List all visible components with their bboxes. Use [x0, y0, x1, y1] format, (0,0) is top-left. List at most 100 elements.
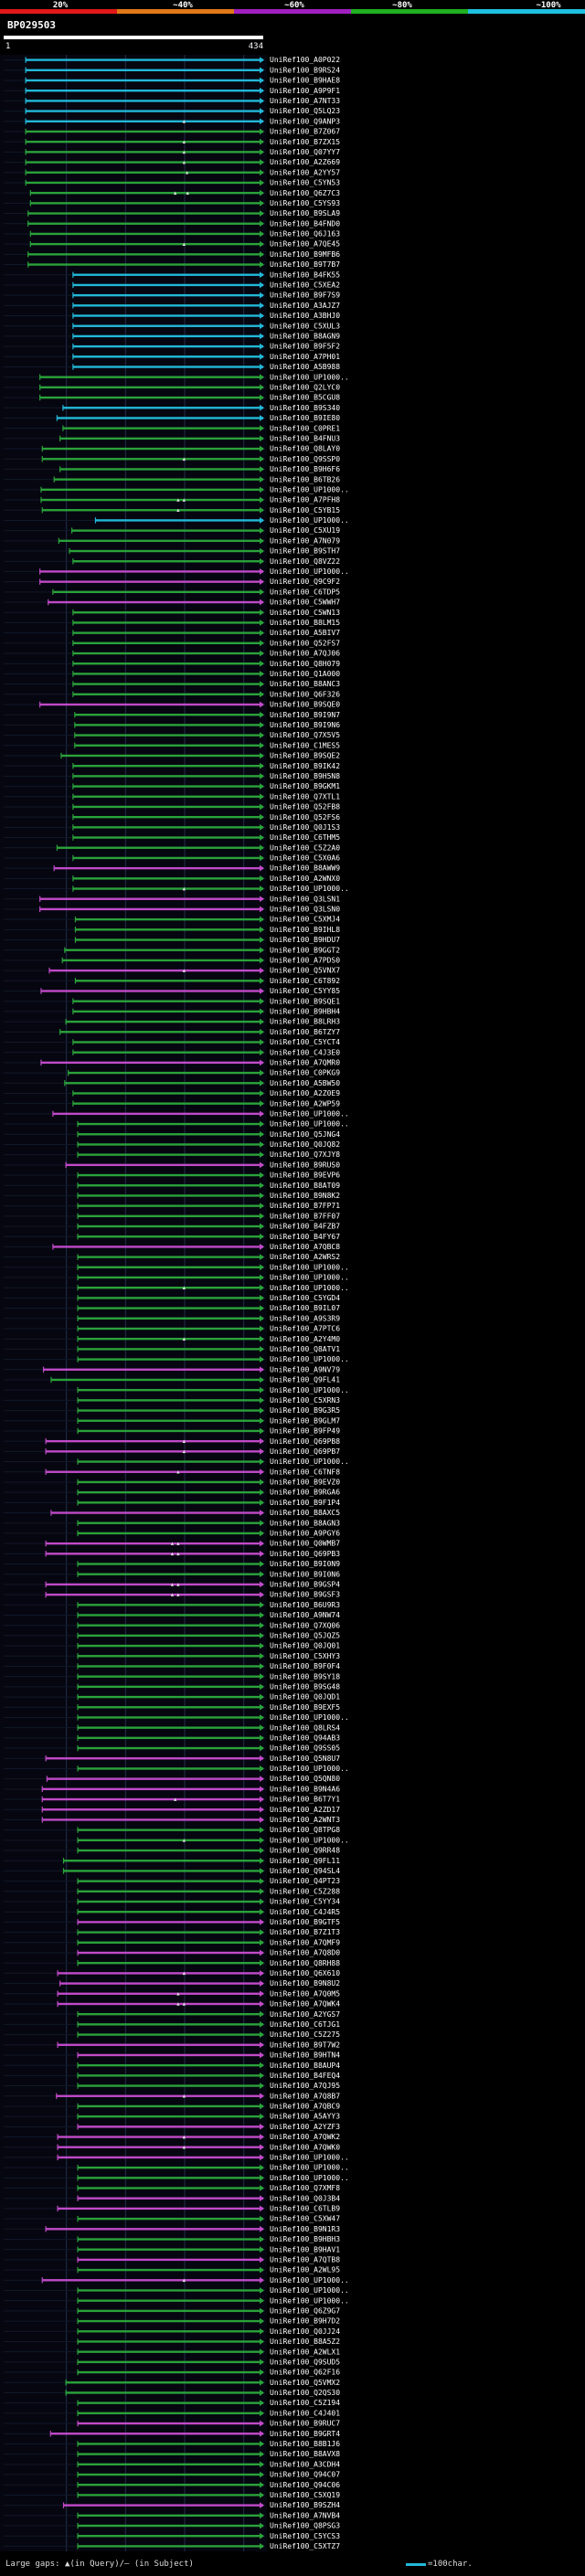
hit-end-arrow	[260, 313, 264, 319]
hit-start-tick	[57, 1990, 58, 1997]
hit-end-arrow	[260, 2471, 264, 2478]
hit-end-arrow	[260, 1714, 264, 1721]
hit-label: UniRef100_B9SQE1	[270, 997, 340, 1005]
gap-marker	[182, 2146, 186, 2149]
hit-start-tick	[56, 415, 58, 421]
hit-label: UniRef100_B7Z1T3	[270, 1928, 340, 1936]
hit-start-tick	[72, 803, 74, 811]
hit-start-tick	[77, 2482, 79, 2488]
hit-end-arrow	[260, 1171, 264, 1179]
hit-label: UniRef100_UP1000..	[270, 2296, 349, 2305]
hit-start-tick	[45, 1581, 47, 1588]
hit-bar	[77, 2412, 263, 2415]
hit-start-tick	[77, 1949, 79, 1956]
hit-bar	[72, 815, 263, 819]
hit-start-tick	[25, 118, 27, 124]
hit-bar	[26, 151, 263, 154]
hit-start-tick	[77, 1744, 79, 1752]
hit-start-tick	[72, 292, 74, 299]
hit-label: UniRef100_C5XU19	[270, 526, 340, 535]
hit-start-tick	[77, 2348, 79, 2355]
hit-end-arrow	[260, 281, 264, 289]
hit-bar	[77, 2340, 263, 2343]
hit-label: UniRef100_B8AVX8	[270, 2450, 340, 2458]
hit-label: UniRef100_B9SQE2	[270, 752, 340, 760]
hit-label: UniRef100_Q52FB8	[270, 803, 340, 811]
hit-label: UniRef100_B9F0F4	[270, 1662, 340, 1670]
hit-bar	[50, 1511, 263, 1514]
hit-start-tick	[72, 773, 74, 779]
hit-start-tick	[45, 1437, 47, 1445]
gap-marker	[182, 160, 186, 164]
hit-bar	[77, 2514, 263, 2518]
hit-start-tick	[25, 108, 27, 114]
legend-tick-label: ~100%	[536, 1, 561, 10]
hit-bar	[77, 1716, 263, 1719]
hit-bar	[72, 1000, 263, 1002]
hit-start-tick	[77, 1734, 79, 1742]
hit-end-arrow	[260, 701, 264, 708]
hit-end-arrow	[260, 1939, 264, 1946]
hit-start-tick	[72, 281, 74, 289]
hit-bar	[77, 1153, 263, 1156]
hit-label: UniRef100_C5YN53	[270, 179, 340, 187]
hit-end-arrow	[260, 210, 264, 217]
hit-end-arrow	[260, 1039, 264, 1045]
hit-end-arrow	[260, 333, 264, 340]
hit-bar	[66, 2391, 263, 2394]
legend-segment	[0, 9, 118, 14]
hit-label: UniRef100_A2ZD17	[270, 1806, 340, 1814]
hit-label: UniRef100_B9FP49	[270, 1427, 340, 1436]
gap-marker	[176, 498, 180, 502]
hit-start-tick	[74, 711, 76, 718]
hit-label: UniRef100_A5B988	[270, 363, 340, 371]
hit-start-tick	[77, 2400, 79, 2406]
hit-bar	[46, 2228, 263, 2231]
hit-bar	[46, 1553, 263, 1555]
hit-end-arrow	[260, 1724, 264, 1732]
hit-label: UniRef100_Q0JQD1	[270, 1693, 340, 1701]
hit-bar	[72, 775, 263, 778]
hit-start-tick	[40, 486, 42, 493]
hit-start-tick	[74, 722, 76, 728]
legend-tick-label: ~60%	[284, 1, 304, 10]
hit-bar	[77, 1644, 263, 1648]
hit-start-tick	[72, 343, 74, 350]
hit-label: UniRef100_Q3LSN0	[270, 906, 340, 914]
hit-end-arrow	[260, 1213, 264, 1220]
hit-bar	[77, 1961, 263, 1965]
hit-end-arrow	[260, 138, 264, 145]
hit-start-tick	[77, 2164, 79, 2171]
hit-start-tick	[77, 2297, 79, 2304]
hit-label: UniRef100_B9RUC7	[270, 2420, 340, 2428]
gap-marker	[182, 242, 186, 246]
hit-bar	[77, 1122, 263, 1126]
hit-start-tick	[59, 466, 61, 472]
hit-bar	[77, 2012, 263, 2016]
hit-bar	[71, 529, 263, 532]
hit-label: UniRef100_A2WL95	[270, 2266, 340, 2274]
hit-end-arrow	[260, 1908, 264, 1915]
hit-label: UniRef100_C0PKG9	[270, 1069, 340, 1077]
hit-end-arrow	[260, 2256, 264, 2263]
hit-start-tick	[52, 1244, 54, 1250]
hit-end-arrow	[260, 1868, 264, 1874]
hit-end-arrow	[260, 2348, 264, 2356]
hit-end-arrow	[260, 97, 264, 104]
hit-label: UniRef100_A7NVB4	[270, 2511, 340, 2519]
hit-end-arrow	[260, 1776, 264, 1783]
hit-start-tick	[45, 2226, 47, 2232]
hit-label: UniRef100_A2WRS2	[270, 1253, 340, 1261]
hit-start-tick	[57, 2134, 58, 2140]
hit-label: UniRef100_UP1000..	[270, 567, 349, 576]
hit-label: UniRef100_Q6F326	[270, 690, 340, 698]
hit-start-tick	[74, 732, 76, 738]
hit-start-tick	[77, 1346, 79, 1352]
hit-start-tick	[77, 1305, 79, 1311]
hit-end-arrow	[260, 199, 264, 207]
hit-start-tick	[77, 1141, 79, 1148]
hit-start-tick	[77, 1171, 79, 1179]
hit-start-tick	[77, 1653, 79, 1659]
hit-bar	[77, 2115, 263, 2118]
